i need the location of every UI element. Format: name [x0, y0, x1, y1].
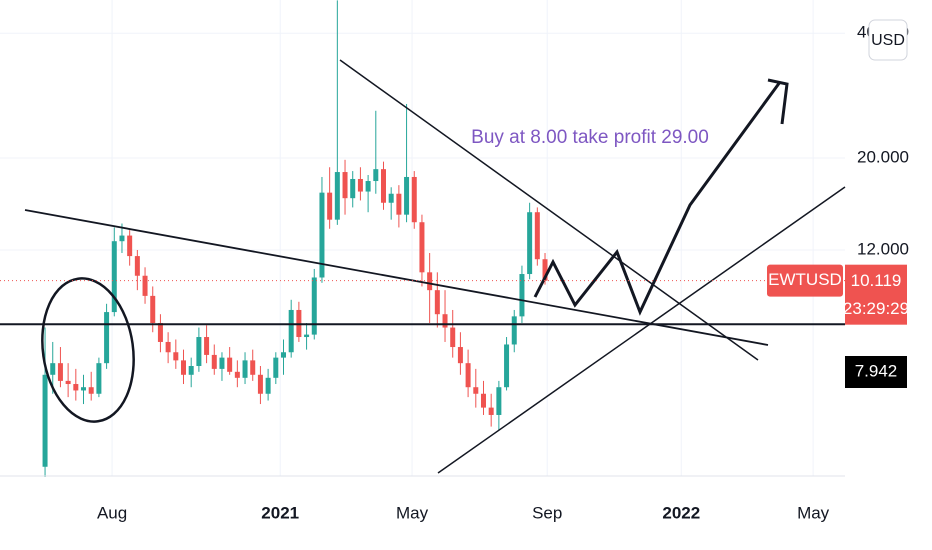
candle-body — [142, 275, 148, 296]
x-tick-label: May — [396, 503, 429, 522]
candle-body — [534, 212, 540, 260]
arrow-head — [767, 78, 789, 125]
candle-body — [81, 387, 87, 391]
candle-body — [404, 176, 410, 215]
x-tick-label: Sep — [532, 503, 562, 522]
candle-body — [342, 172, 348, 199]
candle-body — [327, 192, 333, 220]
candle-body — [219, 357, 225, 369]
candle-body — [88, 387, 94, 394]
candle-body — [434, 290, 440, 315]
symbol-box — [767, 264, 843, 297]
countdown-label: 23:29:29 — [843, 299, 909, 318]
candle-body — [257, 374, 263, 394]
candle-body — [119, 235, 125, 242]
trend-line — [437, 186, 846, 474]
candle-body — [227, 357, 233, 372]
candle-body — [419, 222, 425, 273]
x-tick-label: 2021 — [261, 503, 299, 522]
candle-body — [196, 337, 202, 367]
y-tick-label: 12.000 — [857, 239, 909, 258]
candle-body — [173, 352, 179, 361]
last-price-box — [845, 264, 907, 325]
candle-body — [96, 363, 102, 394]
candle-body — [250, 360, 256, 375]
candle-body — [134, 256, 140, 276]
candle-body — [465, 363, 471, 388]
candle-body — [511, 316, 517, 345]
candle-body — [365, 181, 371, 192]
candle-body — [280, 352, 286, 358]
candle-body — [150, 295, 156, 323]
candle-body — [104, 312, 110, 364]
drawings — [24, 59, 846, 474]
candle-body — [504, 344, 510, 388]
candle-body — [242, 360, 248, 378]
candle-body — [165, 341, 171, 353]
candle-body — [519, 274, 525, 317]
candles — [42, 0, 548, 478]
candle-body — [127, 235, 133, 257]
candle-body — [542, 259, 548, 281]
candle-body — [411, 176, 417, 223]
candle-body — [334, 172, 340, 220]
trend-line — [24, 209, 769, 346]
currency-button-box[interactable] — [868, 19, 908, 61]
candle-body — [319, 192, 325, 278]
candle-body — [480, 393, 486, 408]
path-drawing — [533, 81, 782, 316]
candle-body — [388, 193, 394, 203]
candle-body — [111, 241, 117, 313]
candle-body — [473, 387, 479, 394]
candle-body — [57, 363, 63, 381]
symbol-label: EWTUSD — [768, 270, 842, 289]
x-tick-label: May — [797, 503, 830, 522]
candle-body — [396, 193, 402, 215]
candle-body — [50, 363, 56, 375]
candle-body — [380, 169, 386, 203]
trend-line — [339, 59, 759, 361]
candle-body — [188, 366, 194, 375]
candle-body — [496, 387, 502, 415]
candle-body — [204, 337, 210, 355]
annotation: Buy at 8.00 take profit 29.00 — [471, 127, 709, 148]
candle-body — [42, 374, 48, 467]
circle-drawing — [41, 277, 135, 423]
candle-body — [357, 178, 363, 192]
candle-body — [181, 360, 187, 375]
candle-body — [288, 309, 294, 353]
candle-body — [273, 357, 279, 378]
candle-body — [157, 322, 163, 342]
candle-body — [350, 178, 356, 199]
candle-body — [450, 327, 456, 348]
candle-body — [234, 371, 240, 378]
candle-body — [427, 272, 433, 291]
candle-body — [73, 384, 79, 391]
candle-body — [488, 407, 494, 415]
candle-body — [65, 380, 71, 385]
horizontal-line-label: 7.942 — [855, 361, 898, 380]
x-tick-label: Aug — [97, 503, 127, 522]
candle-body — [527, 212, 533, 275]
x-tick-label: 2022 — [662, 503, 700, 522]
candle-body — [265, 377, 271, 394]
candle-body — [457, 347, 463, 364]
candle-body — [373, 169, 379, 182]
horizontal-line-label-box — [845, 356, 907, 388]
candle-body — [211, 354, 217, 369]
last-price-label: 10.119 — [851, 271, 902, 290]
candle-body — [304, 334, 310, 338]
currency-label[interactable]: USD — [871, 32, 905, 49]
candle-body — [311, 277, 317, 335]
y-tick-label: 20.000 — [857, 147, 909, 166]
candle-body — [442, 314, 448, 328]
currency-button[interactable]: USD — [868, 19, 908, 61]
